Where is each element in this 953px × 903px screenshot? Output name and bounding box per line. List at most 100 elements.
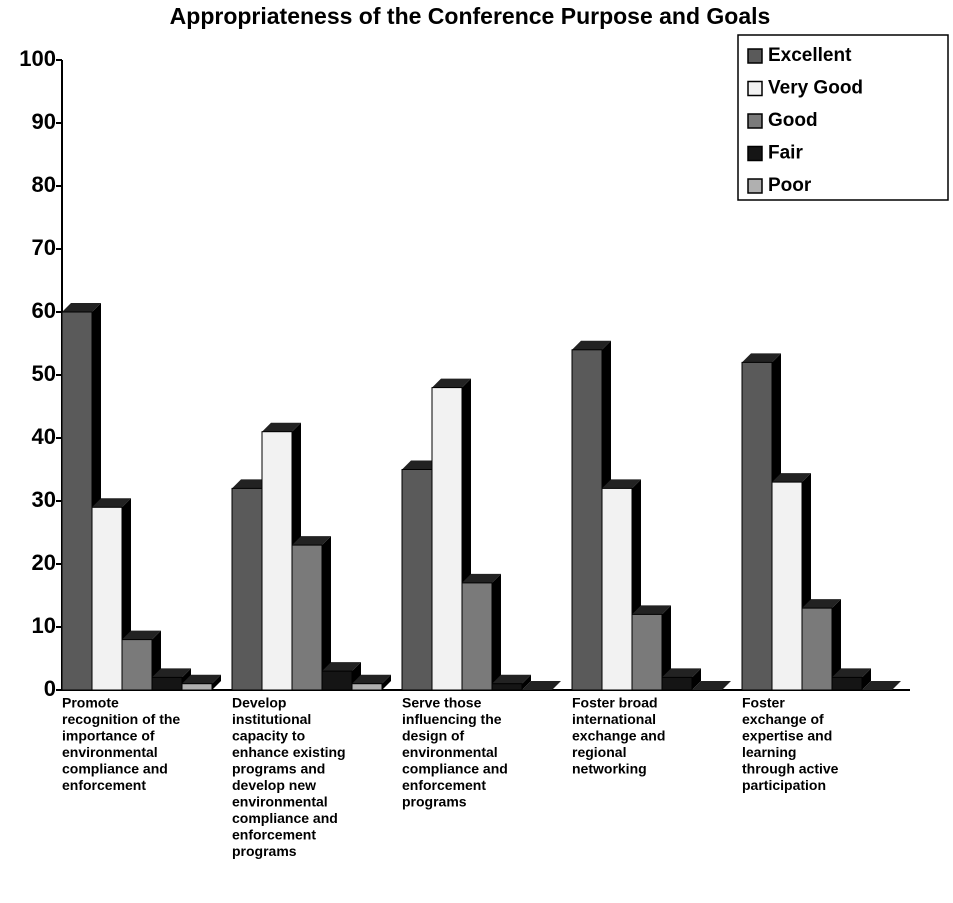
bar-top — [522, 681, 561, 690]
bar-top — [152, 668, 191, 678]
bar-top — [692, 681, 731, 690]
bar — [151, 676, 183, 691]
bar-side — [662, 605, 671, 690]
legend-swatch — [747, 113, 763, 129]
bar-side — [322, 536, 331, 690]
legend-label: Good — [768, 110, 818, 131]
bar-top — [322, 662, 361, 672]
y-tick-label: 0 — [44, 676, 56, 701]
y-tick-label: 90 — [32, 109, 56, 134]
x-tick-label: programs and — [232, 761, 325, 777]
y-tick-label: 40 — [32, 424, 56, 449]
bar-top — [572, 340, 611, 350]
bar-top — [182, 674, 221, 684]
bar — [631, 613, 663, 691]
x-tick-label: enhance existing — [232, 744, 346, 760]
bar-top — [632, 605, 671, 615]
bar-top — [62, 303, 101, 312]
x-tick-label: enforcement — [62, 777, 146, 793]
legend-label: Poor — [768, 175, 812, 196]
bar-top — [772, 473, 811, 483]
bar — [231, 487, 263, 691]
bar — [121, 639, 153, 691]
bar-side — [382, 674, 391, 690]
bar-side — [492, 573, 501, 690]
x-tick-label: environmental — [62, 744, 158, 760]
x-tick-label: networking — [572, 761, 647, 777]
bar-top — [742, 353, 781, 363]
bar — [401, 469, 433, 691]
x-tick-label: environmental — [232, 794, 328, 810]
bar — [291, 544, 323, 691]
x-tick-label: enforcement — [402, 777, 486, 793]
bar-side — [522, 674, 531, 690]
y-tick-label: 100 — [19, 46, 56, 71]
legend-label: Very Good — [768, 78, 863, 99]
bar — [321, 670, 353, 691]
y-tick-label: 60 — [32, 298, 56, 323]
legend-swatch — [747, 178, 763, 194]
x-tick-label: programs — [402, 794, 467, 810]
bar-top — [402, 460, 441, 470]
bar — [831, 676, 863, 691]
bar — [491, 683, 523, 691]
bar — [601, 487, 633, 691]
x-tick-label: enforcement — [232, 827, 316, 843]
bar — [261, 431, 293, 691]
bar-top — [492, 674, 531, 684]
x-tick-label: Foster — [742, 695, 785, 711]
chart-title: Appropriateness of the Conference Purpos… — [170, 3, 771, 29]
bar-top — [602, 479, 641, 489]
legend-swatch — [747, 48, 763, 64]
x-tick-label: institutional — [232, 711, 311, 727]
x-tick-label: Foster broad — [572, 695, 658, 711]
x-tick-label: compliance and — [232, 810, 338, 826]
x-tick-label: design of — [402, 728, 465, 744]
x-tick-label: learning — [742, 744, 796, 760]
x-tick-label: environmental — [402, 744, 498, 760]
bar — [91, 506, 123, 691]
x-tick-label: importance of — [62, 728, 155, 744]
bar-top — [832, 668, 871, 678]
x-tick-label: capacity to — [232, 728, 305, 744]
bar-top — [462, 573, 501, 583]
bar — [461, 582, 493, 691]
bar-top — [802, 599, 841, 609]
y-tick-label: 10 — [32, 613, 56, 638]
bar — [181, 683, 213, 691]
y-tick-label: 30 — [32, 487, 56, 512]
x-tick-label: compliance and — [62, 761, 168, 777]
x-tick-label: expertise and — [742, 728, 832, 744]
legend-swatch — [747, 80, 763, 97]
x-tick-label: programs — [232, 843, 297, 859]
bar — [61, 311, 93, 691]
bar-side — [692, 668, 701, 690]
x-tick-label: participation — [742, 777, 826, 793]
bar-top — [432, 378, 471, 388]
bar-side — [862, 668, 871, 690]
legend-swatch — [747, 145, 763, 162]
bar — [661, 676, 693, 691]
x-tick-label: develop new — [232, 777, 316, 793]
bar-top — [662, 668, 701, 678]
bar-side — [212, 674, 221, 690]
bar-top — [352, 674, 391, 684]
bar-top — [262, 422, 301, 432]
x-tick-label: regional — [572, 744, 626, 760]
y-tick-label: 80 — [32, 172, 56, 197]
bar-side — [832, 599, 841, 690]
legend-label: Fair — [768, 143, 803, 164]
bar — [741, 361, 773, 691]
bar-top — [232, 479, 271, 489]
legend-box — [737, 34, 949, 201]
bar-top — [292, 536, 331, 546]
bar — [351, 683, 383, 691]
x-tick-label: through active — [742, 761, 839, 777]
x-tick-label: exchange and — [572, 728, 665, 744]
bar-top — [92, 498, 131, 508]
bar — [801, 607, 833, 691]
legend-label: Excellent — [768, 45, 852, 66]
y-tick-label: 20 — [32, 550, 56, 575]
bar — [771, 481, 803, 691]
